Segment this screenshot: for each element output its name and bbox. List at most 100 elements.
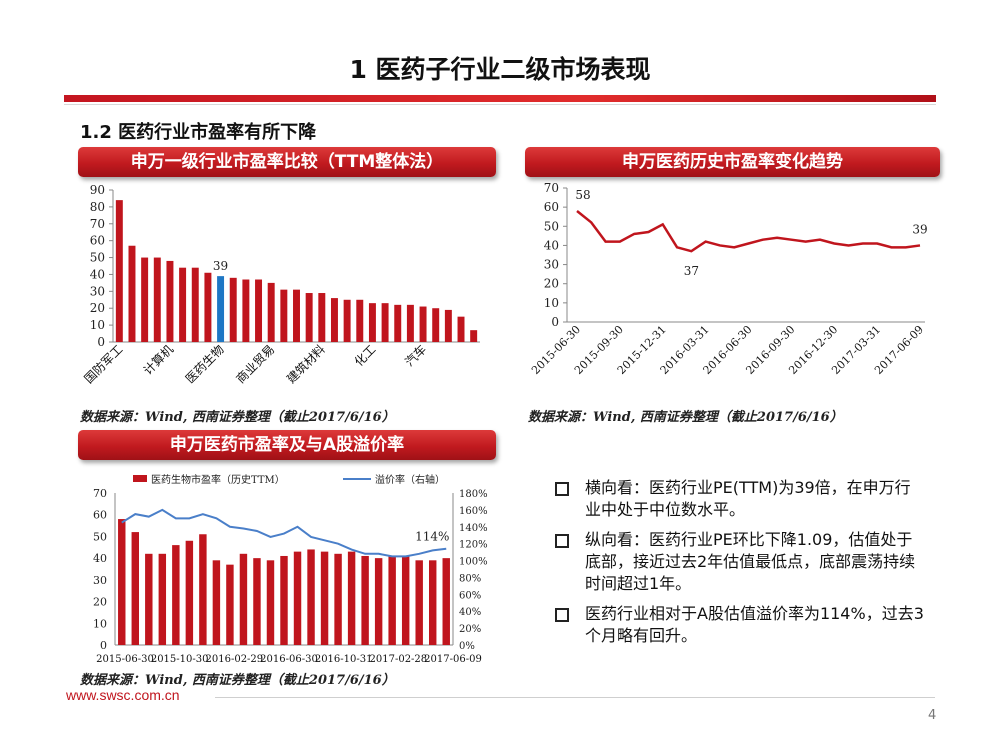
bar [158, 553, 167, 645]
bar [307, 549, 315, 645]
data-label: 39 [213, 259, 228, 273]
bar [432, 308, 440, 342]
premium-line [121, 508, 447, 558]
x-tick-label: 2016-02-29 [206, 654, 264, 665]
footer-divider [215, 697, 935, 698]
bar [293, 551, 302, 645]
bar [212, 560, 221, 645]
x-tick-label: 化工 [352, 342, 379, 369]
bar [318, 293, 326, 342]
bar [457, 316, 465, 342]
bar [343, 299, 351, 342]
bar [280, 555, 288, 645]
y-tick-label: 30 [90, 284, 105, 298]
x-tick-label: 2017-06-09 [424, 654, 482, 665]
y2-tick-label: 140% [459, 523, 488, 534]
title-accent-bar [64, 95, 936, 102]
title-divider [64, 104, 936, 105]
bar [226, 564, 234, 645]
bar [255, 279, 263, 342]
y2-tick-label: 80% [459, 573, 481, 584]
y-tick-label: 50 [90, 251, 105, 265]
y-tick-label: 10 [90, 318, 105, 332]
panel-title-industry-pe: 申万一级行业市盈率比较（TTM整体法） [78, 147, 496, 177]
y2-tick-label: 180% [459, 489, 488, 500]
data-label: 37 [684, 264, 699, 278]
legend-swatch-bar [133, 475, 147, 482]
y-tick-label: 90 [90, 183, 105, 197]
bar [419, 306, 427, 342]
bar [442, 558, 450, 645]
footer-url[interactable]: www.swsc.com.cn [66, 687, 180, 703]
y-tick-label: 0 [551, 315, 559, 329]
y-tick-label: 40 [544, 238, 559, 252]
y2-tick-label: 0% [459, 641, 475, 652]
y2-tick-label: 120% [459, 540, 488, 551]
x-tick-label: 2016-10-31 [315, 654, 373, 665]
y-tick-label: 10 [544, 296, 559, 310]
bar [191, 267, 199, 342]
bar [280, 289, 288, 342]
checkbox-bullet-icon [555, 608, 569, 622]
bar [239, 553, 248, 645]
bar [401, 555, 410, 645]
y-tick-label: 20 [90, 301, 105, 315]
panel-title-pe-trend: 申万医药历史市盈率变化趋势 [525, 147, 940, 177]
bar [361, 555, 369, 645]
bar [199, 534, 207, 645]
y2-tick-label: 60% [459, 590, 481, 601]
bullet-item: 医药行业相对于A股估值溢价率为114%，过去3个月略有回升。 [555, 603, 925, 647]
bar [293, 289, 300, 342]
y-tick-label: 80 [90, 200, 105, 214]
x-tick-label: 计算机 [140, 342, 176, 378]
bar [444, 309, 452, 342]
bar [172, 545, 180, 645]
bar [334, 553, 342, 645]
data-label: 114% [415, 530, 449, 544]
bar [330, 298, 338, 342]
bar [242, 279, 250, 342]
bar [381, 303, 389, 342]
source-note-2: 数据来源：Wind, 西南证券整理（截止2017/6/16） [528, 410, 843, 425]
bar [266, 560, 275, 645]
x-tick-label: 2015-06-30 [96, 654, 154, 665]
section-title: 1.2 医药行业市盈率有所下降 [80, 122, 317, 143]
y-tick-label: 70 [544, 181, 559, 195]
y-tick-label: 60 [90, 234, 105, 248]
source-note-3: 数据来源：Wind, 西南证券整理（截止2017/6/16） [80, 673, 395, 688]
x-tick-label: 2016-06-30 [260, 654, 318, 665]
bar [388, 555, 396, 645]
x-tick-label: 建筑材料 [283, 342, 328, 387]
y-tick-label: 70 [90, 217, 105, 231]
page-number: 4 [928, 708, 937, 723]
y2-tick-label: 20% [459, 624, 481, 635]
bar [204, 272, 212, 342]
bullet-list: 横向看：医药行业PE(TTM)为39倍，在申万行业中处于中位数水平。 纵向看：医… [555, 477, 925, 655]
y-tick-label: 50 [93, 530, 107, 543]
checkbox-bullet-icon [555, 482, 569, 496]
bar [429, 560, 437, 645]
x-tick-label: 2015-10-30 [151, 654, 209, 665]
y-tick-label: 10 [93, 617, 107, 630]
checkbox-bullet-icon [555, 534, 569, 548]
pe-premium-combo-chart: 0 10 20 30 40 50 60 70 0% 20% 40% 60% 80% 100% 120% 140… [93, 473, 488, 665]
bar [229, 277, 237, 342]
bullet-item: 纵向看：医药行业PE环比下降1.09，估值处于底部，接近过去2年估值最低点，底部… [555, 529, 925, 595]
y-tick-label: 40 [90, 267, 105, 281]
bar [374, 558, 383, 645]
source-note-1: 数据来源：Wind, 西南证券整理（截止2017/6/16） [80, 410, 395, 425]
x-tick-label: 商业贸易 [233, 342, 278, 387]
bar [320, 551, 329, 645]
y-tick-label: 30 [93, 574, 107, 587]
bar [217, 276, 225, 342]
bar [141, 257, 149, 342]
y-tick-label: 30 [544, 258, 559, 272]
y2-tick-label: 100% [459, 557, 488, 568]
bar [347, 551, 356, 645]
bar [356, 299, 364, 342]
bar [470, 330, 478, 342]
legend-label: 溢价率（右轴） [375, 473, 445, 486]
bar [305, 293, 313, 342]
data-label: 39 [912, 222, 927, 236]
